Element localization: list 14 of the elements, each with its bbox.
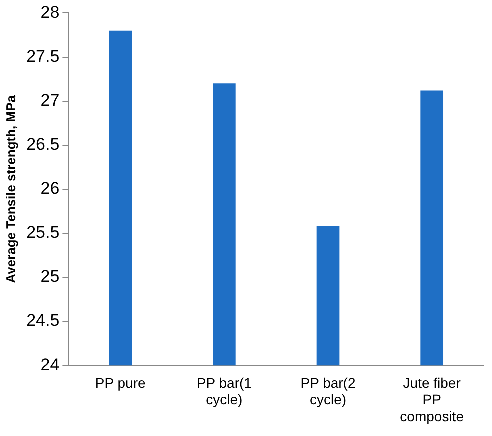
y-tick-label: 28 bbox=[40, 2, 60, 22]
y-tick-label: 26.5 bbox=[26, 135, 60, 154]
y-tick-label: 25.5 bbox=[26, 223, 60, 242]
x-tick-label: PP bar(1 cycle) bbox=[196, 374, 252, 408]
x-tick-label: Jute fiber PP composite bbox=[400, 374, 464, 424]
y-tick-label: 24 bbox=[40, 355, 60, 374]
y-tick-label: 27.5 bbox=[26, 46, 60, 66]
y-axis-title: Average Tensile strength, MPa bbox=[3, 94, 18, 284]
y-tick-label: 24.5 bbox=[26, 311, 60, 330]
y-tick-label: 25 bbox=[40, 267, 60, 286]
x-tick-label: PP bar(2 cycle) bbox=[300, 374, 356, 408]
y-tick-label: 27 bbox=[40, 90, 60, 110]
y-tick-label: 26 bbox=[40, 179, 60, 198]
x-tick-label: PP pure bbox=[95, 374, 146, 391]
